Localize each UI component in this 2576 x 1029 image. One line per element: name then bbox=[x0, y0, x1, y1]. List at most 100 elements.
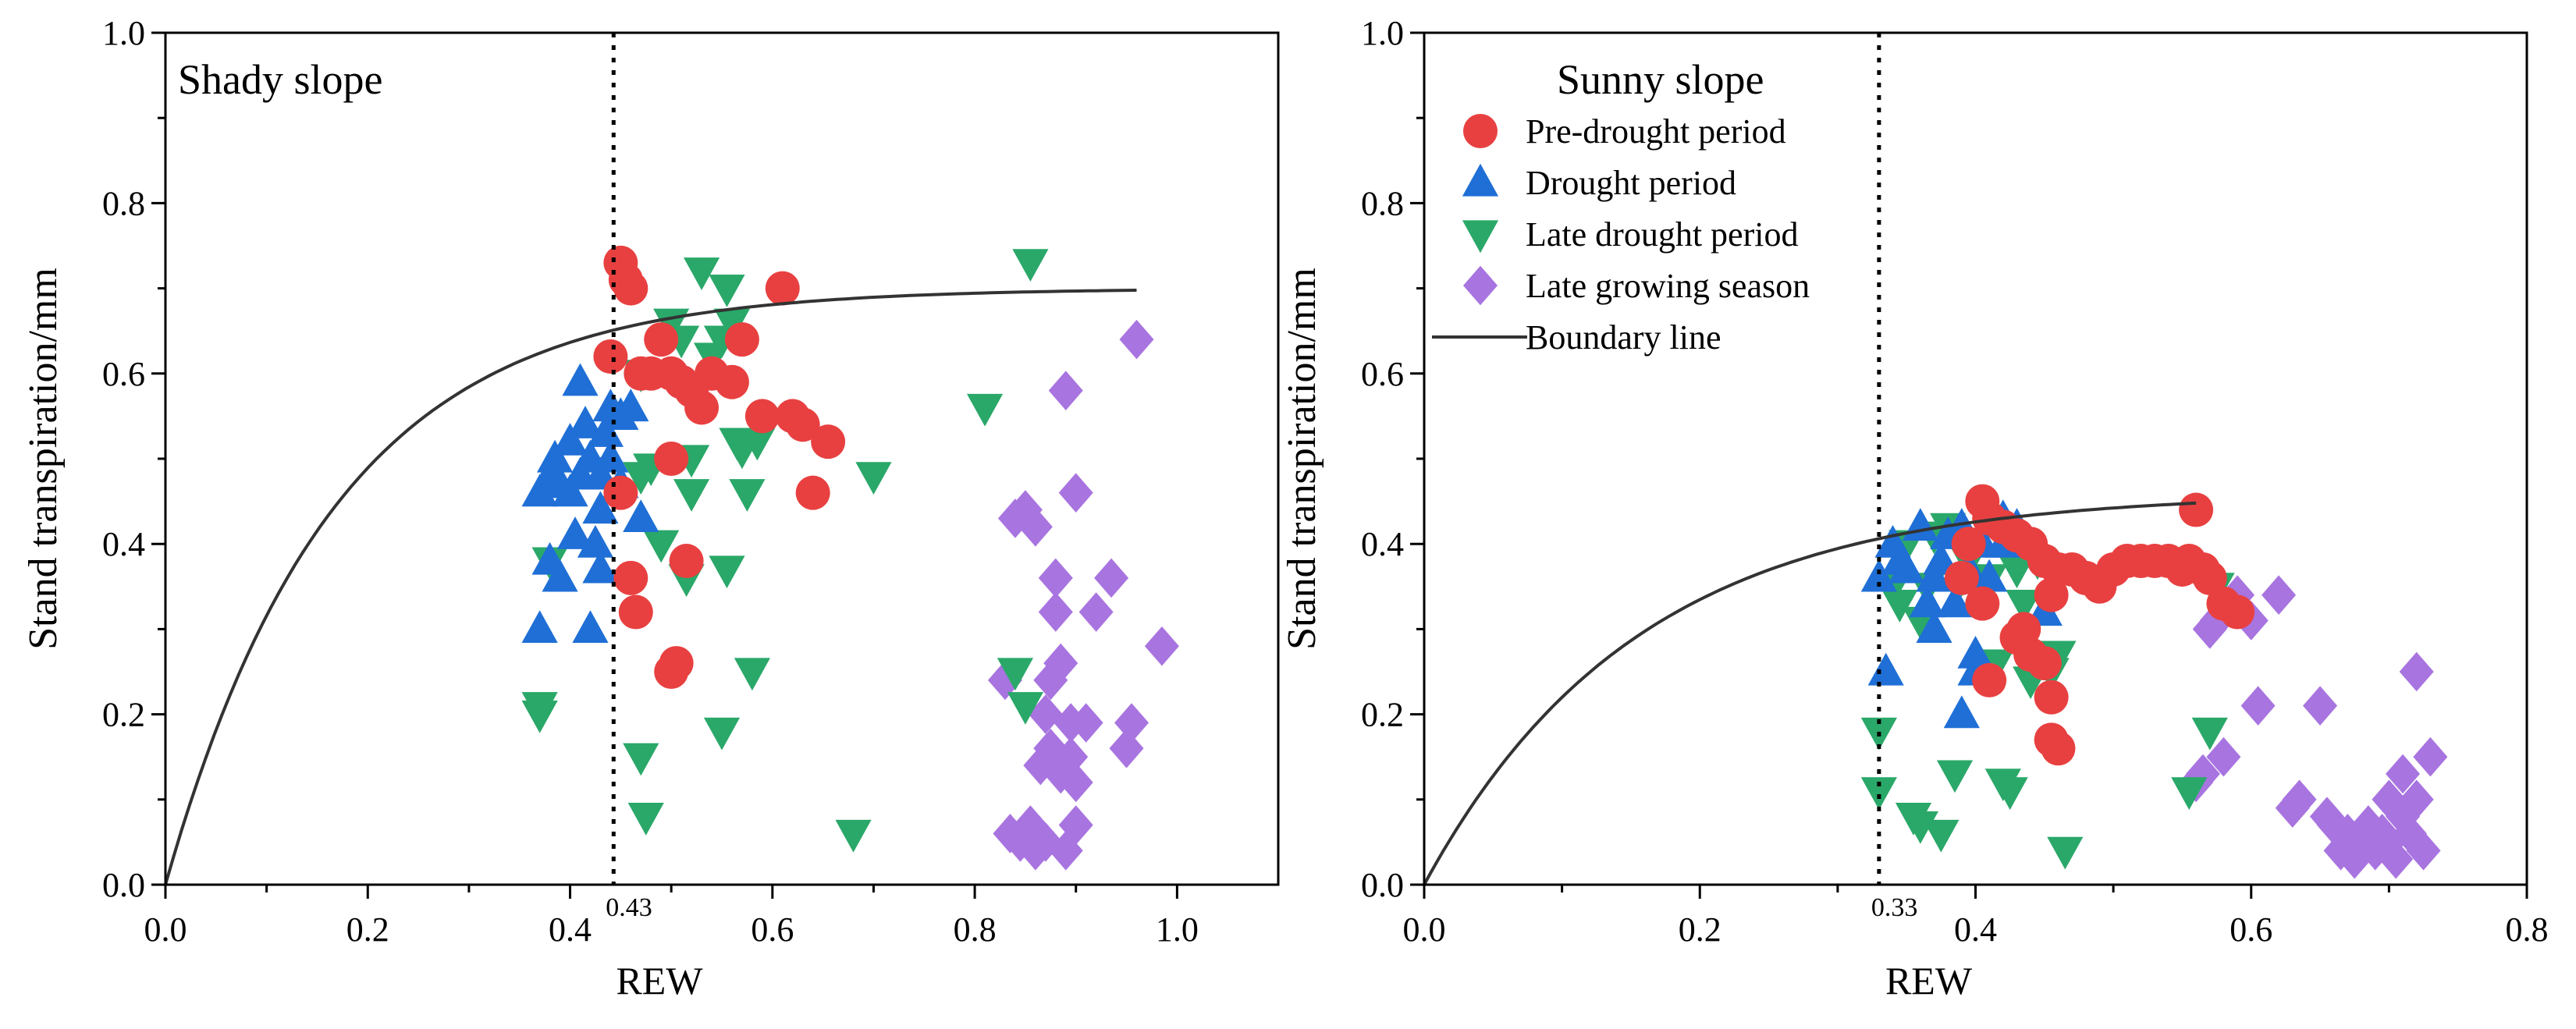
y-tick-label: 0.8 bbox=[102, 184, 145, 222]
legend-label: Late growing season bbox=[1526, 267, 1810, 305]
legend-marker-circle bbox=[1463, 114, 1498, 148]
y-tick-label: 0.8 bbox=[1361, 184, 1404, 222]
legend-label: Late drought period bbox=[1526, 215, 1798, 254]
point-late-growing bbox=[2386, 754, 2421, 794]
point-late-drought bbox=[1999, 555, 2035, 589]
point-late-drought bbox=[673, 479, 710, 512]
point-late-drought bbox=[966, 393, 1004, 427]
point-late-growing bbox=[1144, 626, 1179, 666]
y-tick-label: 0.0 bbox=[1361, 866, 1404, 904]
threshold-label: 0.33 bbox=[1871, 893, 1918, 922]
point-pre-drought bbox=[2034, 679, 2069, 715]
y-tick-label: 0.4 bbox=[1361, 525, 1404, 563]
boundary-line bbox=[1423, 501, 2197, 885]
panel-title: Shady slope bbox=[178, 56, 383, 103]
y-tick-label: 1.0 bbox=[1361, 14, 1404, 52]
point-late-drought bbox=[739, 428, 776, 461]
point-late-growing bbox=[1038, 558, 1073, 598]
x-tick-label: 1.0 bbox=[1156, 910, 1199, 949]
axes: 0.0 0.2 0.4 0.6 0.8 1.0 0.0 0.2 0.4 0.6 0.8 1.0 bbox=[102, 14, 1199, 949]
y-axis-label: Stand transpiration/mm bbox=[1280, 268, 1324, 650]
point-late-drought bbox=[709, 555, 745, 589]
panel-sunny-slope: 0.0 0.2 0.4 0.6 0.8 0.0 0.2 0.4 0.6 0.8 1.0 Sunny … bbox=[1280, 14, 2549, 1002]
point-late-growing bbox=[1023, 745, 1058, 786]
point-drought bbox=[562, 363, 599, 396]
point-late-drought bbox=[1902, 811, 1938, 844]
point-late-growing bbox=[2413, 736, 2448, 777]
legend-label: Pre-drought period bbox=[1526, 112, 1786, 151]
point-pre-drought bbox=[618, 594, 653, 630]
point-late-growing bbox=[2399, 779, 2434, 820]
point-pre-drought bbox=[785, 407, 820, 442]
point-late-drought bbox=[1012, 249, 1049, 282]
point-late-drought bbox=[1923, 819, 1960, 853]
point-late-growing bbox=[1053, 736, 1089, 777]
legend-label: Drought period bbox=[1526, 164, 1736, 202]
panel-shady-slope: 0.0 0.2 0.4 0.6 0.8 1.0 0.0 0.2 0.4 0.6 0.8 1.0 Sha… bbox=[21, 14, 1280, 1002]
point-late-drought bbox=[1992, 777, 2028, 811]
point-late-growing bbox=[1058, 762, 1093, 803]
point-late-growing bbox=[2406, 831, 2441, 871]
point-late-growing bbox=[1048, 371, 1083, 410]
point-drought bbox=[582, 550, 619, 584]
point-pre-drought bbox=[593, 339, 628, 374]
point-pre-drought bbox=[795, 475, 830, 510]
point-late-growing bbox=[2379, 839, 2414, 879]
scatter-points bbox=[521, 245, 1179, 871]
point-late-drought bbox=[709, 275, 745, 307]
point-drought bbox=[552, 422, 588, 456]
boundary-line bbox=[164, 289, 1137, 885]
point-drought bbox=[1957, 635, 1994, 669]
legend-label: Boundary line bbox=[1526, 318, 1721, 357]
point-late-growing bbox=[1058, 473, 1093, 513]
plot-frame bbox=[164, 31, 1280, 886]
point-late-growing bbox=[2282, 779, 2317, 820]
point-late-growing bbox=[2240, 686, 2276, 726]
point-late-drought bbox=[683, 257, 720, 290]
y-tick-label: 0.0 bbox=[102, 866, 145, 904]
legend: Pre-drought period Drought period Late d… bbox=[1432, 112, 1810, 357]
point-late-drought bbox=[1936, 760, 1974, 793]
legend-item-late-growing: Late growing season bbox=[1463, 265, 1810, 306]
point-late-growing bbox=[1038, 592, 1073, 632]
point-late-growing bbox=[1018, 507, 1053, 547]
x-axis-label: REW bbox=[616, 959, 703, 1002]
point-pre-drought bbox=[644, 322, 679, 357]
y-tick-label: 0.2 bbox=[1361, 696, 1404, 734]
point-pre-drought bbox=[765, 271, 800, 306]
point-drought bbox=[556, 516, 594, 549]
point-pre-drought bbox=[811, 424, 846, 460]
legend-item-late-drought: Late drought period bbox=[1462, 215, 1798, 254]
legend-marker-triangle-down bbox=[1462, 220, 1499, 254]
point-late-growing bbox=[1028, 694, 1063, 734]
x-tick-label: 0.8 bbox=[954, 910, 997, 949]
point-drought bbox=[567, 406, 604, 438]
point-drought bbox=[577, 525, 614, 558]
point-late-drought bbox=[713, 308, 751, 342]
point-pre-drought bbox=[1944, 560, 1979, 595]
point-pre-drought bbox=[603, 475, 638, 510]
y-tick-label: 0.6 bbox=[1361, 355, 1404, 393]
plot-frame bbox=[1423, 31, 2528, 886]
point-late-drought bbox=[997, 658, 1034, 691]
x-tick-label: 0.2 bbox=[1679, 910, 1721, 949]
y-tick-label: 1.0 bbox=[102, 14, 145, 52]
point-drought bbox=[1860, 559, 1897, 592]
point-pre-drought bbox=[1951, 527, 1986, 562]
scatter-points bbox=[1860, 484, 2448, 879]
x-tick-label: 0.0 bbox=[144, 910, 187, 949]
point-late-growing bbox=[2262, 575, 2297, 616]
point-drought bbox=[587, 414, 624, 447]
point-late-drought bbox=[734, 658, 770, 691]
point-pre-drought bbox=[714, 364, 749, 399]
y-axis-label: Stand transpiration/mm bbox=[21, 268, 66, 650]
point-pre-drought bbox=[659, 646, 694, 681]
panel-title: Sunny slope bbox=[1557, 56, 1764, 103]
point-late-growing bbox=[1078, 592, 1114, 632]
point-late-drought bbox=[1860, 777, 1897, 811]
point-late-growing bbox=[1043, 643, 1078, 683]
point-late-drought bbox=[2191, 717, 2228, 750]
point-late-drought bbox=[2006, 590, 2042, 623]
point-drought bbox=[521, 474, 558, 507]
